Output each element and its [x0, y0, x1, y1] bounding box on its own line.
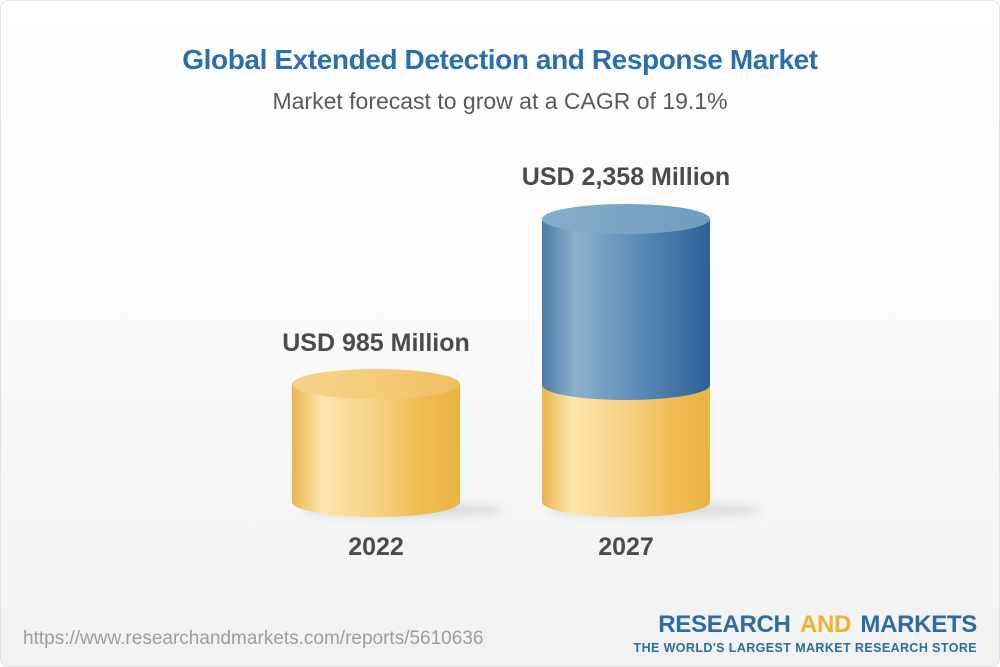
bar-2027-top: [542, 204, 710, 234]
bar-2027-base-segment: [542, 385, 710, 517]
brand-tagline: THE WORLD'S LARGEST MARKET RESEARCH STOR…: [633, 641, 977, 655]
chart-header: Global Extended Detection and Response M…: [1, 43, 999, 115]
brand-logo-wordmark: RESEARCH AND MARKETS: [634, 612, 977, 638]
brand-logo: RESEARCH AND MARKETS THE WORLD'S LARGEST…: [633, 612, 978, 656]
category-label-2027: 2027: [598, 533, 654, 561]
bar-2027-growth-segment: [542, 219, 710, 400]
value-label-2022: USD 985 Million: [282, 329, 470, 357]
logo-word-research: RESEARCH: [658, 611, 791, 638]
logo-word-markets: MARKETS: [860, 611, 977, 638]
logo-word-and: AND: [799, 611, 852, 638]
category-label-2022: 2022: [348, 533, 404, 561]
bar-2022-body: [292, 384, 460, 517]
value-label-2027: USD 2,358 Million: [521, 163, 731, 191]
bar-2022-top: [292, 369, 460, 399]
chart-subtitle: Market forecast to grow at a CAGR of 19.…: [272, 88, 728, 114]
page-title: Global Extended Detection and Response M…: [182, 44, 818, 75]
source-url: https://www.researchandmarkets.com/repor…: [23, 628, 484, 649]
